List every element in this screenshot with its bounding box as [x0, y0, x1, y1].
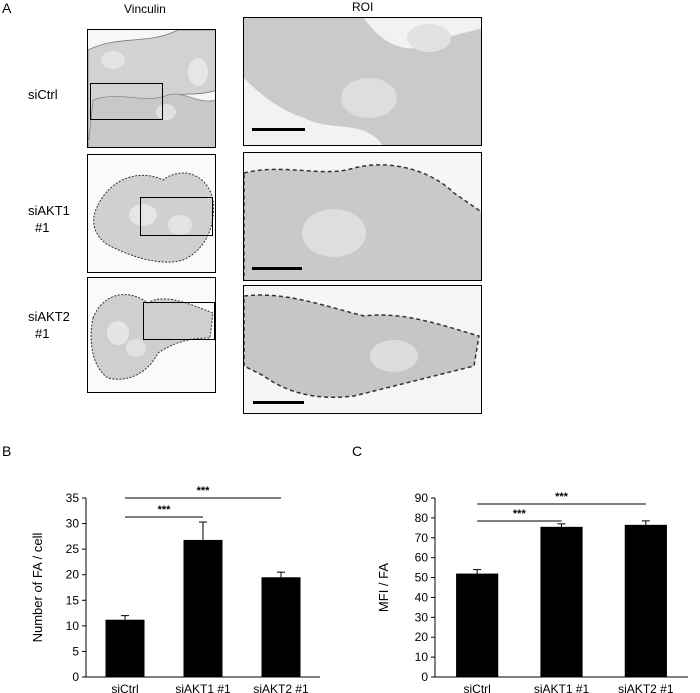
- chart-c: 0 10 20 30 40 50 60 70 80 90 MFI / FA siCtrl siAKT1 …: [376, 491, 688, 693]
- row-label-siakt1: siAKT1 #1: [28, 203, 70, 235]
- roi-column-header: ROI: [352, 0, 374, 14]
- chart-b-category-label-2: siAKT2 #1: [253, 682, 309, 693]
- chart-c-y-tick-label: 10: [415, 650, 429, 664]
- chart-b-y-tick-label: 10: [66, 619, 80, 633]
- chart-b-bar-1: [183, 539, 223, 677]
- scale-bar-sictrl: [252, 128, 305, 131]
- chart-b-y-tick-label: 0: [72, 670, 79, 684]
- chart-c-significance-label-0: ***: [513, 508, 527, 520]
- cells-siakt2: [88, 278, 215, 392]
- chart-b-category-label-0: siCtrl: [111, 682, 138, 693]
- chart-c-y-tick-label: 70: [415, 531, 429, 545]
- row-label-sictrl: siCtrl: [28, 87, 58, 102]
- chart-b-y-tick-label: 30: [66, 517, 80, 531]
- vinculin-image-siakt1: [87, 154, 216, 273]
- chart-c-bar-0: [456, 573, 499, 677]
- chart-c-category-label-1: siAKT1 #1: [534, 682, 590, 693]
- chart-c-y-tick-label: 50: [415, 571, 429, 585]
- chart-c-y-tick-label: 0: [421, 670, 428, 684]
- chart-c-y-tick-label: 40: [415, 590, 429, 604]
- scale-bar-siakt2: [253, 401, 304, 404]
- chart-c-y-tick-label: 20: [415, 630, 429, 644]
- chart-c-y-tick-label: 90: [415, 491, 429, 505]
- chart-c-y-tick-label: 30: [415, 610, 429, 624]
- vinculin-image-siakt2: [87, 277, 216, 393]
- roi-box-sictrl: [90, 83, 163, 120]
- chart-c-category-label-2: siAKT2 #1: [618, 682, 674, 693]
- chart-c-y-axis-label: MFI / FA: [376, 563, 391, 612]
- chart-b-bar-2: [261, 577, 301, 677]
- roi-cells-sictrl: [244, 18, 481, 145]
- chart-b-y-axis-label: Number of FA / cell: [30, 532, 45, 642]
- vinculin-image-sictrl: [87, 29, 216, 148]
- chart-c-significance-label-1: ***: [555, 491, 569, 503]
- roi-box-siakt2: [143, 302, 215, 340]
- chart-b-significance-label-0: ***: [158, 504, 172, 516]
- chart-b-y-tick-label: 5: [72, 644, 79, 658]
- chart-b-y-tick-label: 35: [66, 491, 80, 505]
- roi-box-siakt1: [140, 197, 213, 236]
- chart-b-y-tick-label: 25: [66, 542, 80, 556]
- row-label-siakt2: siAKT2 #1: [28, 309, 70, 341]
- chart-b: 0 5 10 15 20 25 30 35 Number of FA / cell siCtrl s…: [30, 485, 320, 693]
- chart-b-y-tick-label: 15: [66, 593, 80, 607]
- chart-b-y-tick-label: 20: [66, 568, 80, 582]
- chart-c-bar-2: [624, 524, 667, 677]
- roi-cells-siakt2: [244, 286, 481, 413]
- roi-image-sictrl: [243, 17, 482, 146]
- chart-c-category-label-0: siCtrl: [464, 682, 491, 693]
- chart-b-significance-label-1: ***: [197, 485, 211, 497]
- chart-b-bar-0: [105, 619, 145, 677]
- cells-siakt1: [88, 155, 215, 272]
- roi-image-siakt1: [243, 152, 482, 281]
- panel-label-b: B: [2, 443, 12, 459]
- scale-bar-siakt1: [252, 267, 302, 270]
- roi-image-siakt2: [243, 285, 482, 414]
- chart-c-y-tick-label: 60: [415, 551, 429, 565]
- panel-label-c: C: [352, 443, 363, 459]
- vinculin-column-header: Vinculin: [124, 2, 166, 16]
- roi-cells-siakt1: [244, 153, 481, 280]
- chart-c-bar-1: [540, 526, 583, 677]
- cells-sictrl: [88, 30, 215, 147]
- chart-b-category-label-1: siAKT1 #1: [175, 682, 231, 693]
- chart-c-y-tick-label: 80: [415, 511, 429, 525]
- panel-label-a: A: [2, 0, 12, 16]
